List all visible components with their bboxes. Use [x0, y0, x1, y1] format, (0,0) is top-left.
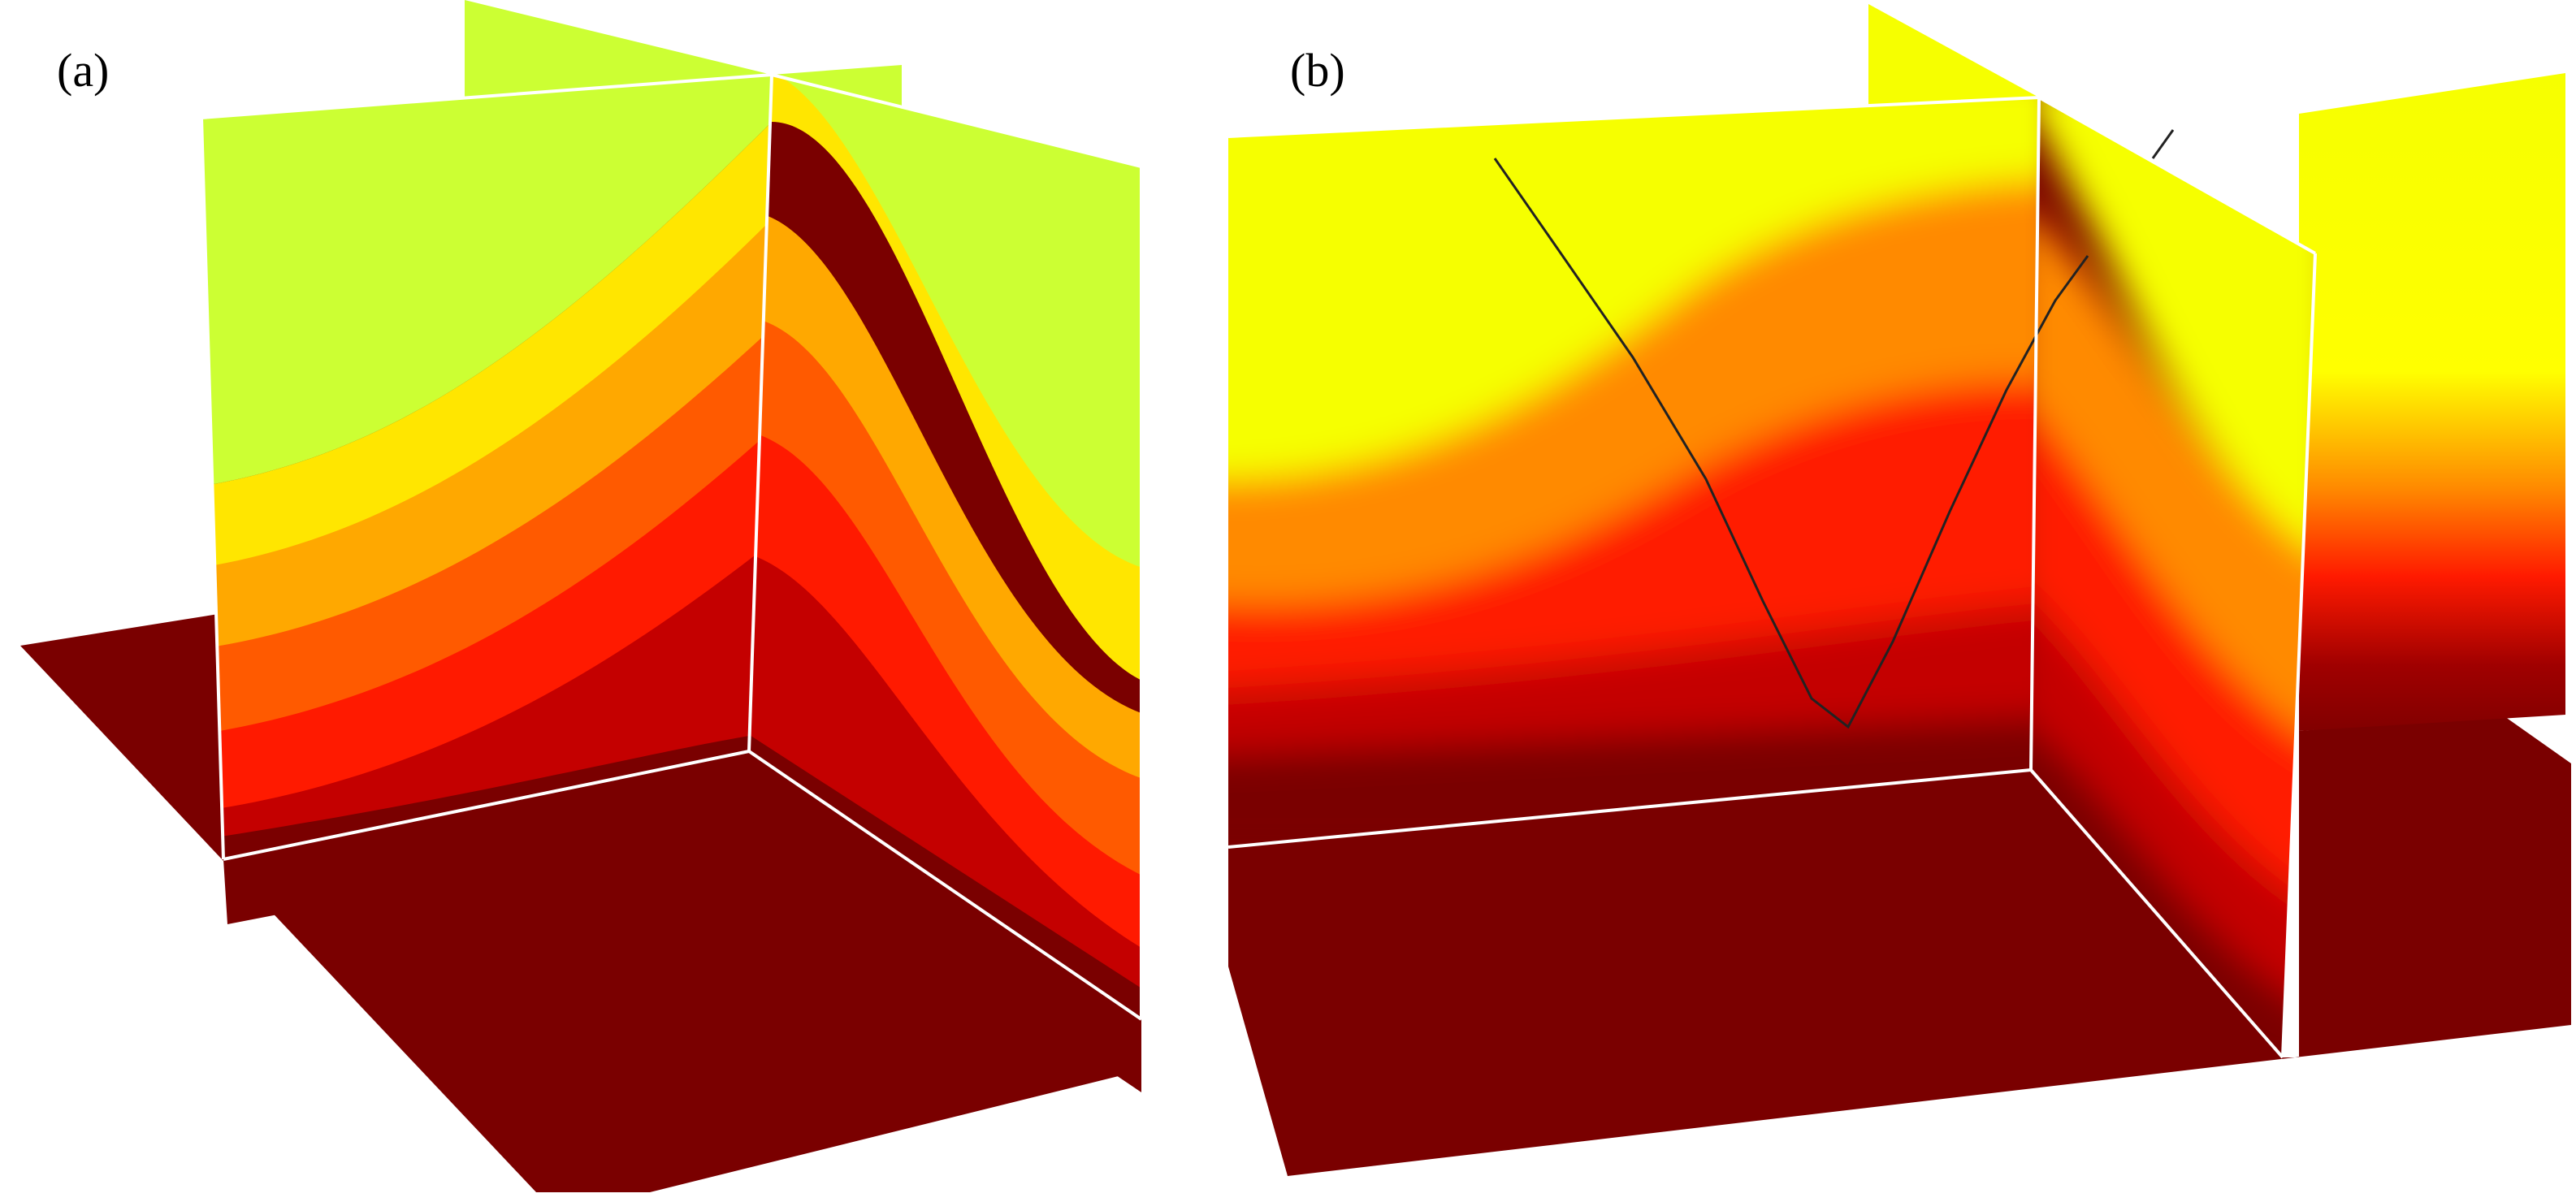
- front-face-b: [1228, 97, 2039, 847]
- panel-label-a: (a): [57, 44, 110, 97]
- floor-strip-a: [223, 751, 1141, 1092]
- trace-segment-b: [2151, 129, 2175, 159]
- far-face-b: [2299, 73, 2565, 731]
- floor-plane-b: [1228, 715, 2571, 1176]
- panel-a: [20, 0, 1143, 1192]
- panel-b: [1227, 4, 2571, 1176]
- edges-b: [1227, 95, 2317, 1059]
- floor-plane-a: [20, 613, 1141, 1192]
- panel-label-b: (b): [1290, 44, 1345, 97]
- front-face-a: [201, 75, 772, 859]
- trace-curve-b: [1493, 158, 2089, 729]
- edges-a: [200, 72, 1143, 1021]
- back-plane-b: [1868, 4, 2039, 114]
- side-face-b: [2031, 97, 2315, 1057]
